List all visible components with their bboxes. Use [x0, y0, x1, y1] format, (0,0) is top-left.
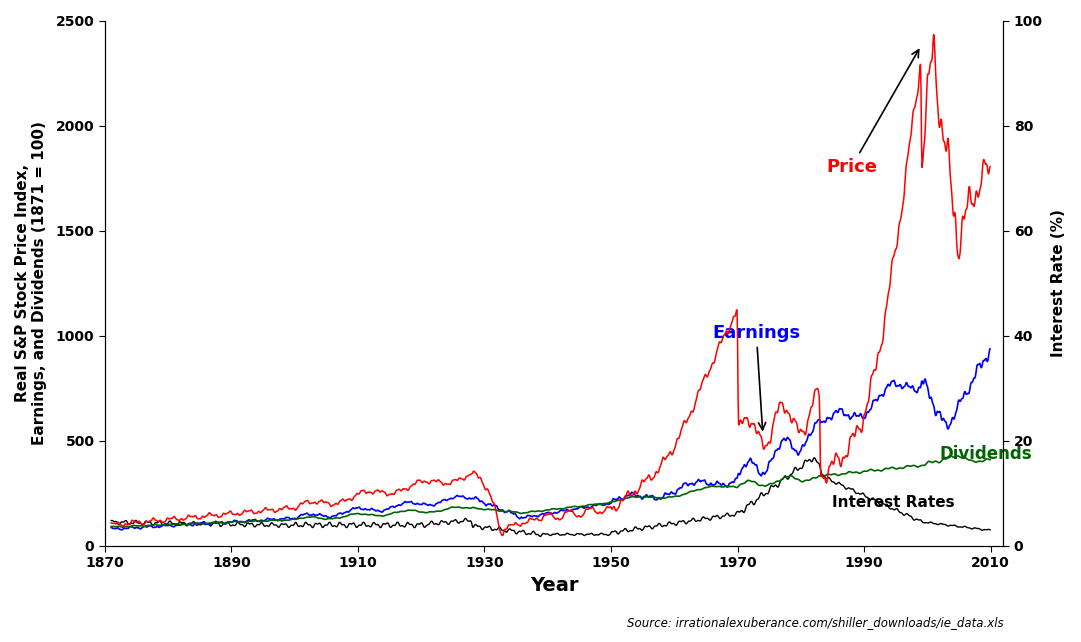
Y-axis label: Interest Rate (%): Interest Rate (%): [1051, 209, 1066, 357]
Text: Dividends: Dividends: [940, 445, 1032, 463]
Text: Source: irrationalexuberance.com/shiller_downloads/ie_data.xls: Source: irrationalexuberance.com/shiller…: [627, 616, 1003, 629]
Text: Price: Price: [826, 49, 919, 176]
X-axis label: Year: Year: [530, 576, 578, 595]
Text: Interest Rates: Interest Rates: [832, 495, 955, 510]
Text: Earnings: Earnings: [712, 324, 800, 430]
Y-axis label: Real S&P Stock Price Index,
Earnings, and Dividends (1871 = 100): Real S&P Stock Price Index, Earnings, an…: [15, 121, 48, 445]
